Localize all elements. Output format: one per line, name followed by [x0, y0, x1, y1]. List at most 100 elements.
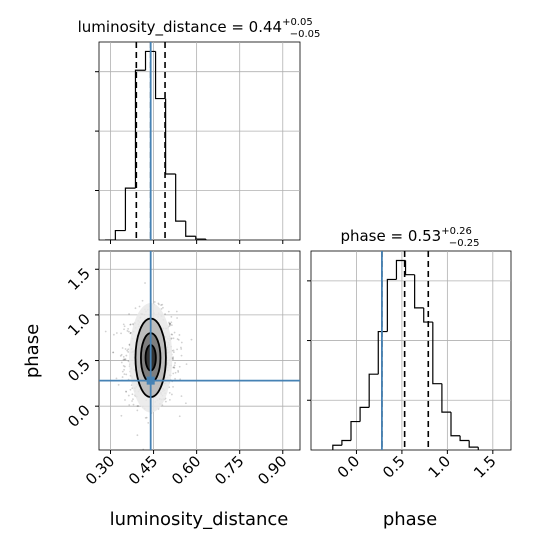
density-sample-point	[172, 366, 175, 369]
density-sample-point	[115, 332, 118, 334]
hist-luminosity-distance-bin-5	[154, 51, 166, 100]
density-sample-point	[123, 368, 125, 371]
hist-phase-bin-7	[395, 259, 406, 280]
density-sample-point	[153, 301, 156, 303]
density-sample-point	[129, 388, 132, 391]
density-sample-point	[180, 395, 183, 398]
hist-luminosity-distance-bin-2	[124, 187, 136, 231]
hist-phase-bin-2	[350, 420, 361, 441]
density-sample-point	[174, 371, 177, 374]
density-ytick-label-1: 0.5	[64, 356, 94, 386]
density-xtick-label-4: 0.90	[254, 452, 290, 488]
density-ytick-label-0: 0.0	[64, 401, 94, 431]
density-sample-point	[184, 402, 187, 405]
density-sample-point	[168, 399, 171, 401]
density-sample-point	[170, 315, 173, 318]
density-sample-point	[121, 370, 124, 373]
density-sample-point	[160, 304, 163, 306]
density-sample-point	[171, 333, 174, 336]
density-sample-point	[122, 323, 125, 326]
density-sample-point	[172, 351, 175, 354]
density-sample-point	[173, 366, 175, 369]
density-sample-point	[122, 358, 125, 361]
density-sample-point	[132, 403, 135, 406]
density-sample-point	[177, 369, 179, 372]
hist-luminosity-distance-title-sub: −0.05	[290, 29, 321, 40]
density-sample-point	[168, 321, 170, 324]
density-sample-point	[129, 332, 132, 335]
density-sample-point	[147, 422, 150, 424]
density-ytick-label-2: 1.0	[64, 310, 94, 340]
density-sample-point	[127, 348, 130, 351]
density-sample-point	[120, 332, 122, 335]
density-sample-point	[170, 393, 173, 396]
density-sample-point	[162, 306, 164, 309]
hist-luminosity-distance-bin-9	[195, 236, 206, 240]
hist-phase-xtick-label-3: 1.5	[470, 452, 500, 482]
density-sample-point	[124, 358, 127, 361]
density-sample-point	[122, 355, 125, 358]
hist-phase-xtick-label-2: 1.0	[425, 452, 455, 482]
density-sample-point	[158, 303, 160, 306]
density-sample-point	[172, 372, 175, 375]
density-sample-point	[168, 323, 171, 326]
density-sample-point	[172, 385, 174, 388]
density-truth-marker	[146, 376, 155, 385]
hist-phase-bin-3	[359, 406, 370, 422]
hist-phase-bin-0	[332, 444, 342, 450]
hist-phase-bin-4	[368, 373, 379, 408]
hist-phase-bin-15	[468, 440, 479, 448]
x-axis-label-luminosity-distance: luminosity_distance	[110, 509, 289, 530]
density-sample-point	[123, 365, 126, 368]
hist-phase-xtick-label-0: 0.0	[334, 452, 364, 482]
density-sample-point	[160, 308, 163, 310]
density-sample-point	[123, 325, 126, 328]
density-sample-point	[119, 354, 122, 357]
density-sample-point	[112, 351, 115, 354]
hist-phase-title-base: phase = 0.53	[340, 227, 441, 245]
density-sample-point	[132, 323, 134, 325]
density-sample-point	[131, 393, 134, 396]
density-sample-point	[172, 358, 174, 360]
hist-phase-panel: 0.0 0.5 1.0 1.5 phase = 0.53+0.26 −0.25	[307, 226, 512, 482]
density-sample-point	[124, 399, 126, 401]
hist-luminosity-distance-ticks	[95, 71, 284, 244]
density-body	[99, 251, 300, 450]
density-sample-point	[175, 310, 178, 313]
density-sample-point	[171, 358, 174, 360]
density-sample-point	[170, 337, 173, 340]
density-sample-point	[168, 322, 171, 325]
density-sample-point	[117, 383, 120, 386]
x-axis-label-phase: phase	[383, 509, 437, 530]
density-sample-point	[176, 317, 178, 319]
density-sample-point	[127, 330, 130, 333]
density-xtick-label-3: 0.75	[211, 452, 247, 488]
density-sample-point	[120, 353, 123, 356]
density-sample-point	[164, 313, 166, 315]
density-sample-point	[178, 365, 181, 368]
density-sample-point	[180, 354, 183, 357]
density-sample-point	[173, 364, 176, 367]
density-sample-point	[172, 356, 174, 359]
density-sample-point	[132, 398, 134, 401]
density-sample-point	[121, 347, 124, 349]
density-sample-point	[177, 371, 180, 373]
hist-phase-bin-8	[404, 260, 415, 276]
density-sample-point	[127, 360, 130, 363]
hist-phase-bin-6	[386, 278, 397, 332]
density-sample-point	[180, 341, 183, 344]
hist-luminosity-distance-panel: luminosity_distance = 0.44+0.05 −0.05	[78, 17, 321, 244]
hist-phase-bin-9	[414, 274, 424, 309]
density-sample-point	[136, 405, 139, 407]
density-sample-point	[161, 404, 164, 407]
hist-luminosity-distance-quantiles	[135, 42, 166, 240]
density-sample-point	[136, 434, 139, 437]
density-sample-point	[167, 310, 170, 313]
density-sample-point	[123, 328, 125, 331]
hist-phase-bin-12	[441, 383, 451, 413]
density-sample-point	[176, 348, 179, 351]
hist-phase-quantiles	[381, 251, 430, 450]
density-sample-point	[127, 327, 130, 330]
density-sample-point	[174, 362, 176, 364]
